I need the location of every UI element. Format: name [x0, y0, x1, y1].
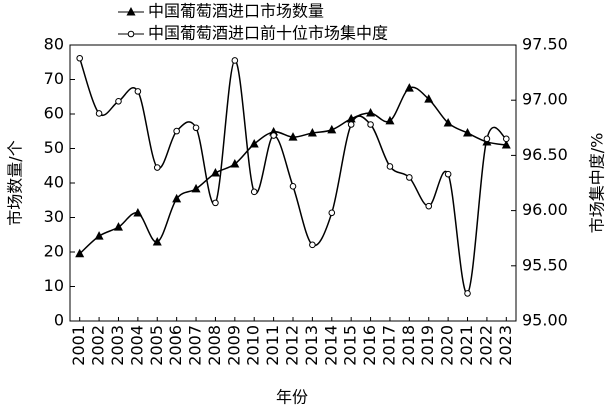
y-tick-label: 50 — [44, 138, 64, 157]
y-tick-label: 70 — [44, 69, 64, 88]
x-tick-label: 2022 — [476, 325, 495, 366]
x-tick-label: 2020 — [438, 325, 457, 366]
y-axis-label: 市场数量/个 — [6, 140, 25, 225]
x-tick-label: 2013 — [302, 325, 321, 366]
x-tick-label: 2015 — [341, 325, 360, 366]
y-tick-label: 40 — [44, 173, 64, 192]
data-point — [367, 121, 374, 128]
x-tick-label: 2018 — [399, 325, 418, 366]
data-point — [307, 127, 317, 137]
data-point — [95, 110, 103, 117]
x-tick-label: 2009 — [224, 325, 243, 366]
data-point — [152, 236, 162, 246]
data-point — [75, 248, 85, 258]
legend-label: 中国葡萄酒进口市场数量 — [148, 2, 324, 21]
data-point — [210, 167, 220, 177]
data-point — [309, 241, 316, 249]
x-tick-label: 2008 — [205, 325, 224, 366]
data-point — [328, 209, 336, 217]
x-tick-label: 2019 — [418, 325, 437, 366]
y-tick-label: 0 — [54, 311, 64, 330]
data-point — [444, 170, 452, 178]
data-point — [503, 135, 510, 143]
data-point — [501, 140, 511, 149]
data-point — [230, 159, 240, 168]
x-tick-label: 2010 — [244, 325, 263, 366]
data-point — [425, 202, 433, 210]
x-tick-label: 2012 — [283, 325, 302, 366]
data-point — [250, 188, 258, 196]
data-point — [192, 124, 200, 132]
data-point — [464, 290, 471, 297]
data-point — [366, 107, 376, 117]
x-tick-label: 2002 — [89, 325, 108, 366]
data-point — [94, 231, 104, 240]
data-point — [76, 54, 83, 62]
data-point — [483, 135, 491, 143]
data-point — [463, 127, 473, 137]
y-tick-label: 10 — [44, 276, 64, 295]
y-tick-label: 80 — [44, 35, 64, 54]
x-tick-label: 2001 — [69, 325, 88, 366]
data-point — [404, 83, 414, 92]
data-point — [289, 183, 297, 190]
data-point — [288, 132, 298, 141]
y-tick-label: 60 — [44, 104, 64, 123]
y2-tick-label: 95.50 — [522, 255, 568, 274]
legend-label: 中国葡萄酒进口前十位市场集中度 — [148, 24, 388, 43]
y2-tick-label: 96.50 — [522, 145, 568, 164]
legend-marker — [127, 30, 135, 38]
data-point — [153, 164, 161, 171]
data-point — [172, 193, 182, 203]
series-line — [78, 57, 507, 295]
x-tick-label: 2005 — [147, 325, 166, 366]
y2-tick-label: 97.50 — [522, 35, 568, 54]
x-tick-label: 2004 — [127, 325, 146, 366]
data-point — [249, 139, 259, 148]
data-point — [115, 98, 122, 105]
data-point — [231, 57, 239, 64]
data-point — [347, 121, 355, 128]
x-tick-label: 2007 — [186, 325, 205, 366]
data-point — [385, 115, 395, 125]
data-point — [113, 222, 123, 231]
data-point — [133, 208, 143, 217]
y2-tick-label: 96.00 — [522, 200, 568, 219]
y2-axis-label: 市场集中度/% — [588, 133, 607, 234]
y-tick-label: 20 — [44, 242, 64, 261]
x-tick-label: 2016 — [360, 325, 379, 366]
x-tick-label: 2003 — [108, 325, 127, 366]
data-point — [212, 199, 219, 207]
y2-tick-label: 95.00 — [522, 311, 568, 330]
data-point — [134, 88, 142, 95]
x-tick-label: 2014 — [321, 325, 340, 366]
data-point — [327, 124, 337, 134]
x-tick-label: 2023 — [496, 325, 515, 366]
y2-tick-label: 97.00 — [522, 90, 568, 109]
legend-marker — [126, 7, 136, 16]
plot-frame — [69, 44, 517, 322]
data-point — [424, 94, 434, 103]
data-point — [173, 127, 180, 135]
data-point — [406, 174, 413, 181]
x-tick-label: 2006 — [166, 325, 185, 366]
data-point — [443, 117, 453, 127]
x-tick-label: 2021 — [457, 325, 476, 366]
x-tick-label: 2017 — [379, 325, 398, 366]
data-point — [191, 183, 201, 193]
y-tick-label: 30 — [44, 207, 64, 226]
data-point — [386, 163, 394, 170]
x-axis-label: 年份 — [276, 388, 308, 407]
data-point — [270, 132, 277, 139]
x-tick-label: 2011 — [263, 325, 282, 366]
